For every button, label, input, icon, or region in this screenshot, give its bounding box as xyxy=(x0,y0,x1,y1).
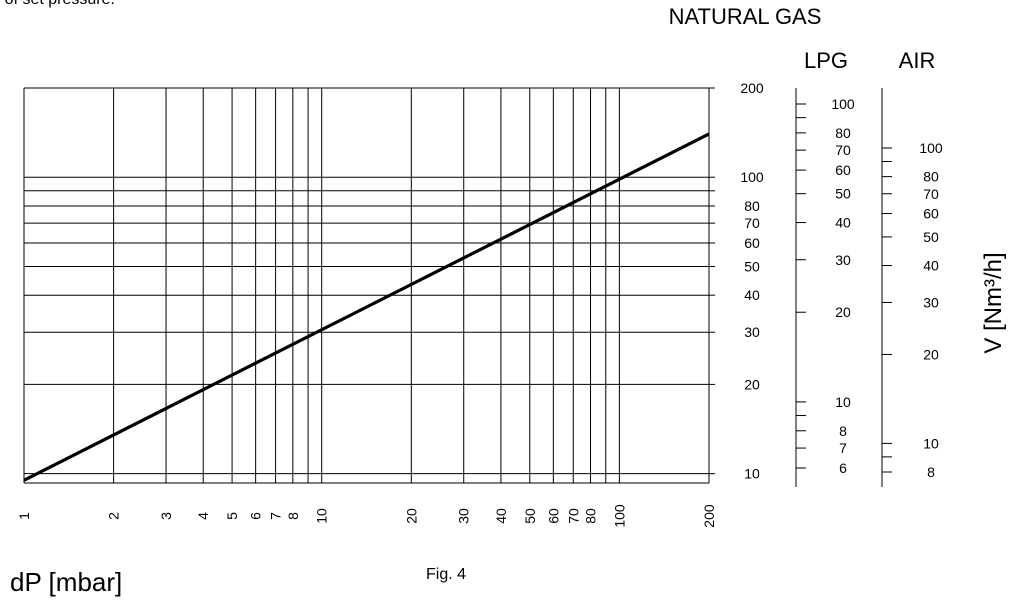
scale-tick-label: 40 xyxy=(744,287,760,303)
x-tick-label: 2 xyxy=(106,512,122,520)
x-tick-label: 7 xyxy=(268,512,284,520)
scale-tick-label: 60 xyxy=(835,162,851,178)
x-gridlines xyxy=(23,88,710,483)
x-tick-label: 30 xyxy=(456,508,472,524)
x-tick-labels: 1 2 3 4 5 6 7 8 10 20 30 40 50 60 70 80 100 200 xyxy=(16,504,717,528)
scale-tick-label: 10 xyxy=(923,435,939,451)
scale-tick-label: 20 xyxy=(835,304,851,320)
scale-tick-label: 70 xyxy=(835,142,851,158)
x-tick-label: 3 xyxy=(158,512,174,520)
figure-caption: Fig. 4 xyxy=(426,566,466,583)
x-tick-label: 40 xyxy=(493,508,509,524)
scale-tick-label: 20 xyxy=(744,376,760,392)
x-axis-label: dP [mbar] xyxy=(10,567,122,597)
scale-title: LPG xyxy=(804,48,848,73)
x-tick-label: 80 xyxy=(583,508,599,524)
scale-tick-label: 8 xyxy=(927,464,935,480)
scale-tick-label: 10 xyxy=(744,466,760,482)
scale-tick-label: 60 xyxy=(923,206,939,222)
scale-tick-label: 70 xyxy=(744,215,760,231)
scale-tick-label: 80 xyxy=(744,198,760,214)
x-tick-label: 4 xyxy=(195,512,211,520)
scale-tick-label: 6 xyxy=(839,460,847,476)
scale-tick-label: 8 xyxy=(839,423,847,439)
x-tick-label: 5 xyxy=(224,512,240,520)
scale-title: AIR xyxy=(899,48,936,73)
scale-tick-label: 50 xyxy=(835,186,851,202)
scale-title: NATURAL GAS xyxy=(669,4,822,29)
x-tick-label: 50 xyxy=(522,508,538,524)
x-tick-label: 10 xyxy=(314,508,330,524)
scale-tick-label: 7 xyxy=(839,440,847,456)
scale-tick-label: 20 xyxy=(923,346,939,362)
scale-tick-label: 50 xyxy=(744,258,760,274)
x-tick-label: 8 xyxy=(285,512,301,520)
x-tick-label: 70 xyxy=(565,508,581,524)
series-layer xyxy=(23,132,710,482)
header-fragment: % of set pressure. xyxy=(0,0,115,9)
scale-tick-label: 30 xyxy=(744,324,760,340)
scale-tick-label: 30 xyxy=(835,252,851,268)
scale-tick-label: 80 xyxy=(835,125,851,141)
scale-tick-label: 70 xyxy=(923,186,939,202)
scale-tick-label: 80 xyxy=(923,169,939,185)
x-tick-label: 20 xyxy=(403,508,419,524)
scale-tick-label: 50 xyxy=(923,229,939,245)
series-line xyxy=(23,132,710,482)
scale-tick-label: 40 xyxy=(923,258,939,274)
x-tick-label: 1 xyxy=(16,512,32,520)
scale-tick-label: 40 xyxy=(835,215,851,231)
scale-tick-label: 100 xyxy=(740,169,764,185)
plot-frame xyxy=(24,87,709,484)
x-tick-label: 100 xyxy=(611,504,627,528)
scale-tick-label: 60 xyxy=(744,235,760,251)
y-axis-label: V [Nm³/h] xyxy=(980,252,1007,353)
x-tick-label: 60 xyxy=(545,508,561,524)
scale-tick-label: 10 xyxy=(835,394,851,410)
x-tick-label: 6 xyxy=(248,512,264,520)
scale-tick-label: 100 xyxy=(919,140,943,156)
scale-tick-label: 30 xyxy=(923,294,939,310)
scale-tick-label: 100 xyxy=(831,96,855,112)
scale-tick-label: 200 xyxy=(740,80,764,96)
x-tick-label: 200 xyxy=(701,504,717,528)
